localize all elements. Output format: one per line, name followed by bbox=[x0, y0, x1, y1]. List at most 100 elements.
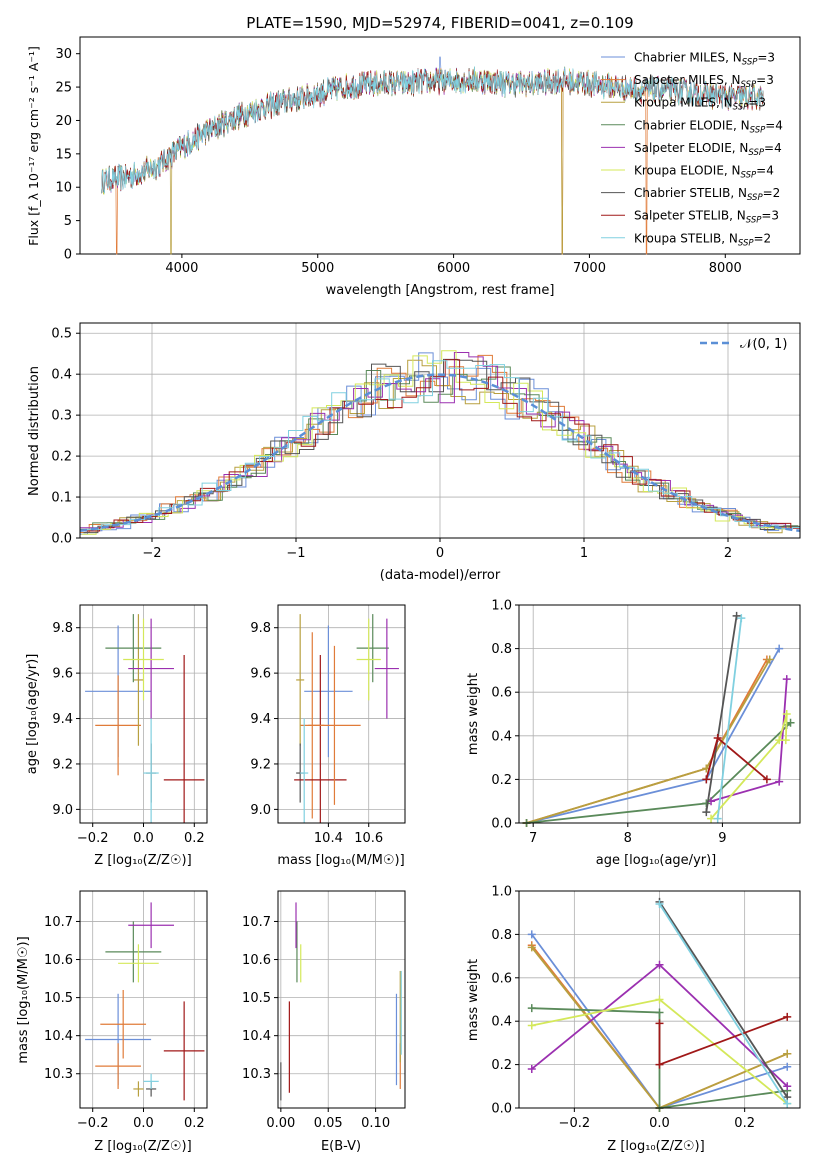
weight-marker bbox=[655, 960, 664, 969]
legend-entry: Chabrier MILES, NSSP=3 bbox=[634, 51, 775, 68]
x-tick-label: 7 bbox=[529, 831, 537, 846]
x-tick-label: 8000 bbox=[709, 261, 742, 276]
weight-marker bbox=[737, 614, 746, 623]
y-tick-label: 0.4 bbox=[491, 729, 512, 744]
z-weight-xlabel: Z [log₁₀(Z/Z☉)] bbox=[607, 1139, 704, 1154]
y-tick-label: 10.6 bbox=[242, 953, 271, 968]
spectrum-ticks: 4000 5000 6000 7000 8000 0 5 10 15 20 25 30 bbox=[55, 47, 741, 276]
y-tick-label: 9.2 bbox=[250, 757, 271, 772]
y-tick-label: 0.2 bbox=[51, 450, 72, 465]
y-tick-label: 9.6 bbox=[52, 667, 73, 682]
axes-frame bbox=[277, 890, 406, 1109]
ebv-mass-panel: E(B-V) 0.00 0.05 0.10 10.3 10.4 10.5 10.6 10.7 bbox=[242, 890, 406, 1154]
histogram-line bbox=[85, 359, 800, 532]
x-tick-label: 10.4 bbox=[314, 831, 343, 846]
legend-entry: Kroupa STELIB, NSSP=2 bbox=[634, 231, 771, 248]
z-weight-panel: mass weight Z [log₁₀(Z/Z☉)] −0.2 0.0 0.2 0.… bbox=[466, 885, 801, 1154]
y-tick-label: 10.3 bbox=[242, 1067, 271, 1082]
histogram-line bbox=[86, 360, 800, 530]
x-tick-label: 0.2 bbox=[184, 1116, 205, 1131]
x-tick-label: −0.2 bbox=[77, 1116, 109, 1131]
y-tick-label: 0.0 bbox=[51, 532, 72, 547]
spectrum-xlabel: wavelength [Angstrom, rest frame] bbox=[326, 283, 555, 298]
z-mass-xlabel: Z [log₁₀(Z/Z☉)] bbox=[94, 1139, 191, 1154]
legend-entry: Salpeter ELODIE, NSSP=4 bbox=[634, 141, 782, 158]
x-tick-label: 0.2 bbox=[734, 1116, 755, 1131]
y-tick-label: 9.0 bbox=[250, 803, 271, 818]
legend-entry: Salpeter STELIB, NSSP=3 bbox=[634, 209, 779, 226]
weight-marker bbox=[765, 655, 774, 664]
weight-marker bbox=[655, 1060, 664, 1069]
spectrum-axes-frame bbox=[79, 36, 801, 255]
weight-line bbox=[658, 903, 788, 1105]
weight-marker bbox=[783, 1049, 792, 1058]
x-tick-label: 1 bbox=[580, 546, 588, 561]
y-tick-label: 10.5 bbox=[44, 991, 73, 1006]
residual-ylabel: Normed distribution bbox=[27, 366, 42, 496]
x-tick-label: 0.05 bbox=[314, 1116, 343, 1131]
weight-line bbox=[658, 1016, 788, 1066]
y-tick-label: 0.8 bbox=[491, 642, 512, 657]
weight-marker bbox=[713, 814, 722, 823]
spectrum-line bbox=[101, 66, 764, 194]
legend-entry: Chabrier STELIB, NSSP=2 bbox=[634, 186, 780, 203]
y-tick-label: 9.8 bbox=[250, 621, 271, 636]
weight-line bbox=[710, 713, 788, 820]
weight-marker bbox=[782, 675, 791, 684]
x-tick-label: −2 bbox=[142, 546, 161, 561]
weight-marker bbox=[527, 943, 536, 952]
x-tick-label: −0.2 bbox=[77, 831, 109, 846]
x-tick-label: 0.10 bbox=[361, 1116, 390, 1131]
axes-frame bbox=[277, 604, 406, 824]
y-tick-label: 1.0 bbox=[491, 599, 512, 614]
weight-marker bbox=[783, 1062, 792, 1071]
weight-marker bbox=[527, 1064, 536, 1073]
y-tick-label: 5 bbox=[64, 214, 72, 229]
y-tick-label: 0.4 bbox=[51, 368, 72, 383]
y-tick-label: 0.6 bbox=[491, 686, 512, 701]
axes-frame bbox=[79, 604, 208, 824]
y-tick-label: 0.0 bbox=[491, 817, 512, 832]
weight-marker bbox=[783, 1012, 792, 1021]
weight-line bbox=[705, 615, 738, 813]
x-tick-label: 0.2 bbox=[184, 831, 205, 846]
y-tick-label: 0.0 bbox=[491, 1102, 512, 1117]
weight-line bbox=[526, 659, 768, 824]
x-tick-label: 5000 bbox=[301, 261, 334, 276]
x-tick-label: 0 bbox=[436, 546, 444, 561]
y-tick-label: 10.4 bbox=[44, 1029, 73, 1044]
y-tick-label: 9.8 bbox=[52, 621, 73, 636]
weight-marker bbox=[781, 736, 790, 745]
age-weight-ylabel: mass weight bbox=[466, 673, 481, 755]
y-tick-label: 30 bbox=[55, 47, 72, 62]
x-tick-label: 0.0 bbox=[133, 1116, 154, 1131]
y-tick-label: 0.3 bbox=[51, 409, 72, 424]
spectrum-lines bbox=[101, 56, 764, 255]
legend-entry: Chabrier ELODIE, NSSP=4 bbox=[634, 118, 783, 135]
weight-marker bbox=[527, 1021, 536, 1030]
x-tick-label: 0.00 bbox=[266, 1116, 295, 1131]
x-tick-label: 8 bbox=[624, 831, 632, 846]
residual-xlabel: (data-model)/error bbox=[380, 568, 501, 583]
y-tick-label: 0.2 bbox=[491, 773, 512, 788]
x-tick-label: −0.2 bbox=[559, 1116, 591, 1131]
y-tick-label: 1.0 bbox=[491, 885, 512, 900]
x-tick-label: 9 bbox=[718, 831, 726, 846]
mass-age-xlabel: mass [log₁₀(M/M☉)] bbox=[277, 853, 404, 868]
weight-marker bbox=[527, 930, 536, 939]
x-tick-label: 7000 bbox=[573, 261, 606, 276]
x-tick-label: 0.0 bbox=[133, 831, 154, 846]
weight-line bbox=[716, 617, 743, 819]
x-tick-label: −1 bbox=[286, 546, 305, 561]
y-tick-label: 9.4 bbox=[250, 712, 271, 727]
y-tick-label: 20 bbox=[55, 114, 72, 129]
y-tick-label: 10 bbox=[55, 181, 72, 196]
mass-age-panel: mass [log₁₀(M/M☉)] 10.4 10.6 9.0 9.2 9.4 9.6 9… bbox=[250, 604, 406, 868]
z-weight-ylabel: mass weight bbox=[466, 959, 481, 1041]
weight-marker bbox=[775, 644, 784, 653]
y-tick-label: 0.2 bbox=[491, 1058, 512, 1073]
weight-marker bbox=[527, 1004, 536, 1013]
weight-marker bbox=[702, 808, 711, 817]
weight-marker bbox=[713, 733, 722, 742]
